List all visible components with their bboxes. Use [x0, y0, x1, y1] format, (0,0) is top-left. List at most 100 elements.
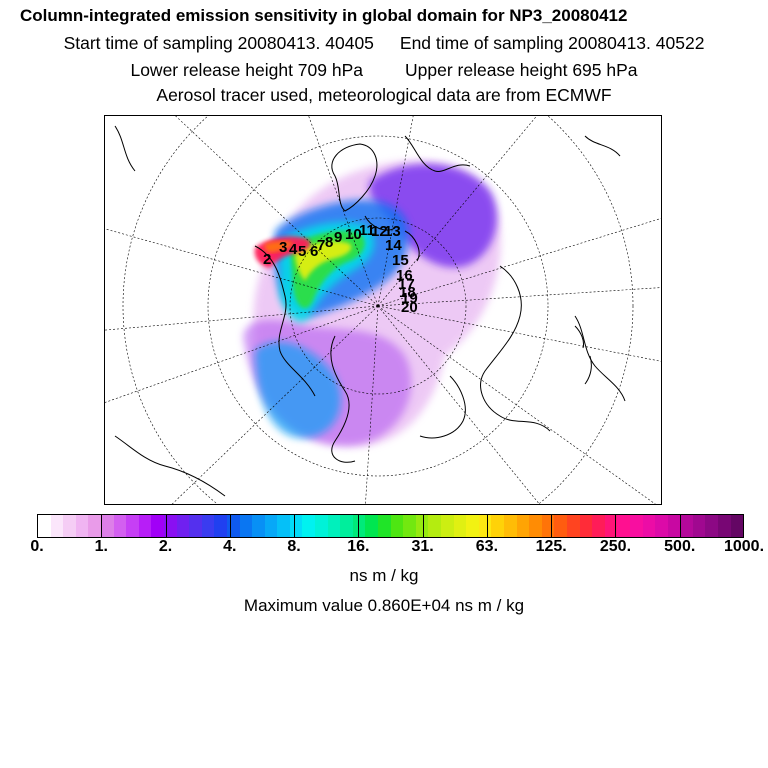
trajectory-label: 17: [398, 276, 415, 293]
colorbar-swatch: [390, 515, 404, 537]
trajectory-labels: 2 3 4 5 6 7 8 9 10 11 12 13 14 15 16 17 …: [263, 222, 418, 316]
trajectory-label: 8: [325, 234, 333, 251]
map-frame: 2 3 4 5 6 7 8 9 10 11 12 13 14 15 16 17 …: [104, 115, 662, 505]
colorbar-tick-label: 125.: [535, 538, 567, 555]
trajectory-label: 11: [359, 222, 375, 239]
colorbar-tick-labels: 0. 1. 2. 4. 8. 16. 31. 63. 125. 250. 500. 1000.: [0, 538, 768, 558]
colorbar-swatch: [541, 515, 555, 537]
coastline-alaska: [330, 335, 356, 463]
trajectory-label: 7: [317, 237, 325, 254]
colorbar-tick-label: 1000.: [723, 538, 765, 555]
meridian: [171, 305, 379, 504]
trajectory-label: 20: [401, 299, 418, 316]
colorbar-swatch: [403, 515, 416, 537]
latitude-circle-outer: [122, 116, 634, 504]
plume-field: [243, 160, 501, 446]
colorbar-swatch: [592, 515, 605, 537]
colorbar-swatch: [151, 515, 164, 537]
coastline-europe: [404, 135, 471, 172]
colorbar-swatch: [264, 515, 278, 537]
colorbar-tick-label: 31.: [411, 538, 434, 555]
colorbar-swatch: [667, 515, 681, 537]
colorbar-swatch: [38, 515, 51, 537]
sensitivity-map: 2 3 4 5 6 7 8 9 10 11 12 13 14 15 16 17 …: [105, 116, 661, 504]
colorbar-swatch: [138, 515, 152, 537]
trajectory-label: 2: [263, 251, 271, 268]
plume-lower-blue: [255, 341, 341, 439]
maximum-value: Maximum value 0.860E+04 ns m / kg: [243, 596, 525, 615]
colorbar-swatch: [239, 515, 253, 537]
colorbar-swatch: [189, 515, 202, 537]
colorbar-tick-label: 500.: [664, 538, 696, 555]
colorbar-swatch: [277, 515, 290, 537]
colorbar: [37, 514, 744, 538]
colorbar-swatch: [201, 515, 215, 537]
colorbar-swatch: [705, 515, 719, 537]
colorbar-swatch: [415, 515, 429, 537]
coastlines: [114, 125, 626, 497]
colorbar-swatch: [441, 515, 454, 537]
trajectory-label: 9: [334, 229, 342, 246]
meridian: [175, 116, 379, 307]
colorbar-swatch: [516, 515, 530, 537]
tracer-info: Aerosol tracer used, meteorological data…: [156, 85, 612, 105]
colorbar-swatch: [718, 515, 731, 537]
colorbar-swatch: [466, 515, 479, 537]
colorbar-swatch: [503, 515, 517, 537]
colorbar-separator: [101, 514, 103, 538]
colorbar-swatch: [378, 515, 391, 537]
trajectory-label: 12: [371, 223, 388, 240]
trajectory-label: 18: [399, 284, 416, 301]
colorbar-tick-label: 250.: [599, 538, 632, 555]
colorbar-tick-label: 8.: [287, 538, 301, 555]
colorbar-swatch: [126, 515, 139, 537]
coastline-arctic-islands: [364, 215, 420, 262]
colorbar-swatch: [579, 515, 593, 537]
colorbar-swatch: [100, 515, 114, 537]
meridian: [377, 116, 538, 307]
trajectory-label: 19: [401, 290, 418, 307]
lower-release-label: Lower release height 709 hPa: [130, 60, 363, 80]
coastline-sw: [114, 435, 226, 497]
colorbar-separator: [486, 514, 488, 538]
trajectory-label: 5: [298, 243, 306, 260]
colorbar-swatch: [642, 515, 656, 537]
colorbar-swatch: [302, 515, 316, 537]
coastline-ne: [584, 135, 621, 157]
trajectory-label: 15: [392, 252, 409, 269]
graticule: [105, 116, 661, 504]
colorbar-swatch: [113, 515, 127, 537]
colorbar-swatch: [226, 515, 240, 537]
start-time-label: Start time of sampling 20080413. 40405: [63, 33, 374, 53]
colorbar-swatch: [692, 515, 706, 537]
colorbar-swatch: [289, 515, 303, 537]
colorbar-tick-label: 16.: [347, 538, 370, 555]
colorbar-swatch: [365, 515, 379, 537]
colorbar-swatch: [604, 515, 618, 537]
meridian: [377, 305, 540, 504]
colorbar-swatch: [327, 515, 341, 537]
colorbar-swatch: [163, 515, 177, 537]
colorbar-swatch: [340, 515, 353, 537]
meridian: [377, 116, 414, 307]
trajectory-label: 10: [345, 226, 362, 243]
colorbar-separator: [165, 514, 167, 538]
colorbar-swatch: [428, 515, 441, 537]
trajectory-label: 13: [384, 223, 401, 240]
colorbar-tick-label: 2.: [158, 538, 173, 555]
meridian: [308, 116, 379, 307]
colorbar-tick-label: 63.: [475, 538, 499, 555]
colorbar-swatch: [566, 515, 580, 537]
trajectory-label: 14: [385, 237, 402, 254]
colorbar-swatch: [478, 515, 492, 537]
colorbar-swatch: [629, 515, 643, 537]
colorbar-separator: [294, 514, 296, 538]
trajectory-label: 16: [396, 267, 413, 284]
meridian: [377, 305, 661, 362]
meridian: [377, 287, 661, 307]
colorbar-swatch: [50, 515, 64, 537]
end-time-label: End time of sampling 20080413. 40522: [399, 33, 705, 53]
meridian: [377, 218, 661, 307]
colorbar-swatch: [214, 515, 227, 537]
colorbar-swatch: [252, 515, 265, 537]
